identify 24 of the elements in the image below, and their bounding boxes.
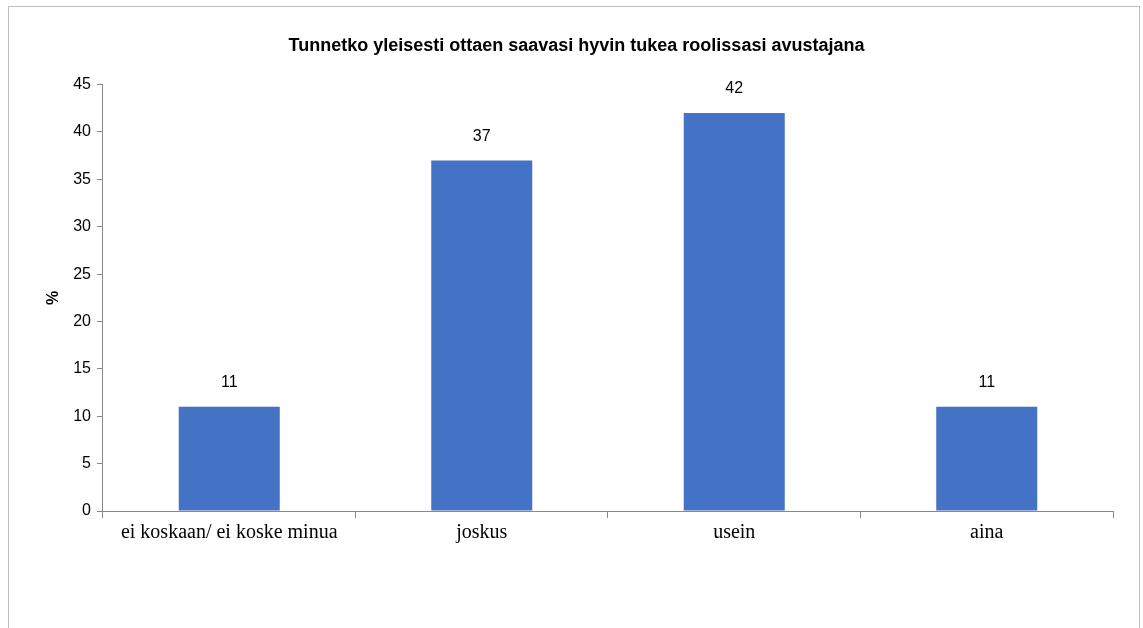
y-tick-label: 25 — [73, 264, 92, 282]
y-tick-label: 30 — [73, 217, 92, 235]
y-tick-label: 45 — [73, 75, 92, 93]
bar — [178, 406, 280, 511]
x-tick-label: aina — [970, 520, 1004, 543]
x-tick-label: joskus — [455, 520, 508, 544]
x-tick-label: ei koskaan/ ei koske minua — [120, 520, 338, 543]
y-tick-label: 40 — [73, 122, 92, 140]
data-label: 11 — [220, 373, 238, 391]
chart-title: Tunnetko yleisesti ottaen saavasi hyvin tukea roolissasi avustajana — [288, 34, 866, 55]
bar — [936, 406, 1038, 511]
y-tick-label: 0 — [82, 501, 92, 519]
x-tick-label: usein — [713, 520, 756, 543]
y-tick-label: 10 — [73, 406, 92, 424]
bar — [431, 160, 533, 511]
bar — [683, 113, 785, 511]
y-tick-label: 15 — [73, 359, 92, 377]
y-axis-title: % — [44, 290, 62, 305]
data-label: 42 — [725, 79, 744, 97]
data-label: 37 — [472, 126, 491, 144]
data-label: 11 — [978, 373, 996, 391]
y-tick-label: 35 — [73, 169, 92, 187]
y-tick-label: 5 — [82, 454, 92, 472]
y-tick-label: 20 — [73, 311, 92, 329]
